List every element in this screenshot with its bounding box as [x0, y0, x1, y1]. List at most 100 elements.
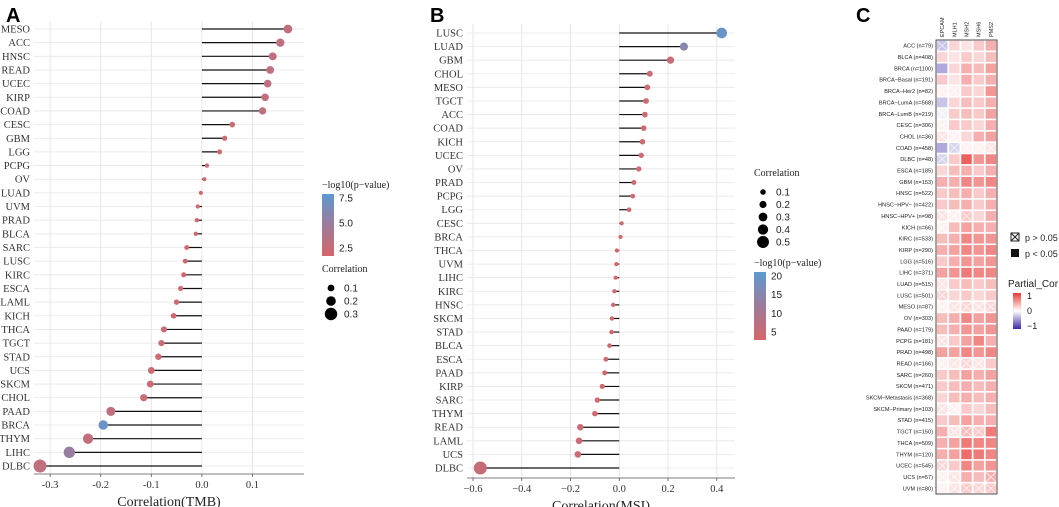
heatmap-cell — [961, 256, 972, 267]
heatmap-cell — [973, 347, 984, 358]
heatmap-cell-nonsig-mark — [973, 483, 985, 494]
legend-colorbar-label: 7.5 — [339, 194, 353, 205]
lollipop-dot — [160, 326, 167, 333]
heatmap-row-label: LUSC (n=501) — [897, 293, 933, 299]
heatmap-cell-nonsig-mark — [936, 40, 948, 51]
heatmap-cell — [949, 52, 960, 62]
heatmap-cell — [949, 222, 960, 233]
y-tick-label: BLCA — [435, 341, 463, 352]
heatmap-cell — [961, 335, 972, 346]
heatmap-cell — [985, 392, 997, 403]
lollipop-dot — [147, 367, 155, 374]
y-tick-label: MESO — [434, 83, 464, 94]
x-tick-label: −0.2 — [561, 484, 580, 495]
y-tick-label: SARC — [3, 243, 30, 254]
lollipop-dot — [626, 207, 632, 213]
legend-size-dot — [757, 236, 769, 248]
heatmap-cell-nonsig-mark — [936, 85, 948, 97]
heatmap-row-label: BRCA−LumA (n=568) — [879, 100, 933, 106]
y-tick-label: PAAD — [435, 368, 463, 379]
heatmap-cell — [973, 279, 984, 289]
heatmap-cell — [961, 347, 972, 358]
y-tick-label: UCEC — [2, 79, 30, 90]
lollipop-dot — [229, 121, 236, 128]
heatmap-cell-nonsig-mark — [961, 142, 972, 153]
panel-b-lollipop-chart: LUSC LUAD GBM CHOL MESO TGCT ACC COAD KICH UCEC OV… — [432, 24, 821, 507]
heatmap-cell-nonsig-mark — [948, 131, 960, 142]
heatmap-cell — [985, 188, 997, 199]
y-tick-label: DLBC — [435, 464, 463, 475]
heatmap-cell — [973, 381, 984, 392]
heatmap-cell — [973, 245, 984, 255]
heatmap-row-label: BRCA−LumB (n=219) — [879, 112, 934, 118]
heatmap-cell — [949, 256, 960, 267]
heatmap-cell — [936, 313, 948, 323]
heatmap-cell — [949, 97, 960, 108]
lollipop-dot — [643, 98, 649, 104]
heatmap-row-label: DLBC (n=48) — [900, 157, 933, 163]
lollipop-dot — [639, 139, 646, 145]
heatmap-cell — [985, 63, 997, 74]
heatmap-cell — [985, 199, 997, 210]
heatmap-cell — [985, 369, 997, 380]
heatmap-cell — [961, 165, 972, 176]
heatmap-cell — [973, 233, 984, 244]
heatmap-cell — [973, 131, 984, 142]
heatmap-cell — [985, 426, 997, 437]
y-tick-label: READ — [434, 423, 463, 434]
heatmap-cell-nonsig-mark — [936, 210, 948, 222]
heatmap-cell — [961, 392, 972, 403]
heatmap-cell — [936, 233, 948, 244]
y-tick-label: CESC — [437, 219, 463, 230]
lollipop-dot — [630, 193, 636, 199]
heatmap-cell — [973, 211, 984, 221]
lollipop-dot — [592, 410, 598, 417]
lollipop-dot — [575, 437, 583, 445]
panel-a-lollipop-chart: MESO ACC HNSC READ UCEC KIRP COAD CESC GBM LGG PCP… — [0, 22, 389, 507]
y-tick-label: LUAD — [434, 42, 464, 53]
heatmap-cell — [961, 199, 972, 210]
heatmap-cell-nonsig-mark — [936, 301, 948, 312]
heatmap-cell — [949, 199, 960, 210]
lollipop-dot — [594, 397, 601, 403]
heatmap-row-label: PCPG (n=181) — [896, 339, 933, 345]
y-tick-label: SARC — [436, 396, 463, 407]
y-tick-label: KICH — [4, 311, 30, 322]
heatmap-frame — [935, 39, 998, 495]
heatmap-cell — [985, 176, 997, 187]
heatmap-cell — [973, 449, 984, 460]
lollipop-dot — [602, 370, 608, 376]
heatmap-cell-nonsig-mark — [961, 483, 972, 494]
heatmap-row-label: MESO (n=87) — [899, 305, 933, 311]
heatmap-row-label: PAAD (n=179) — [897, 327, 933, 333]
heatmap-cell-nonsig-mark — [973, 426, 985, 437]
heatmap-cell — [936, 256, 948, 267]
heatmap-cell — [936, 426, 948, 437]
legend-sig-symbol — [1011, 249, 1019, 257]
x-tick-label: 0.0 — [613, 484, 626, 495]
heatmap-cell — [936, 347, 948, 358]
lollipop-dot — [98, 420, 108, 430]
heatmap-cell — [936, 165, 948, 176]
y-tick-label: UCEC — [435, 151, 463, 162]
heatmap-cell — [985, 358, 997, 369]
legend-colorbar-label: 5.0 — [339, 219, 353, 230]
heatmap-cell — [985, 415, 997, 426]
heatmap-cell-nonsig-mark — [985, 142, 997, 153]
lollipop-dot — [619, 221, 624, 226]
lollipop-dot — [193, 231, 198, 237]
heatmap-row-label: HNSC−HPV− (n=422) — [878, 203, 933, 209]
heatmap-cell-nonsig-mark — [936, 222, 948, 233]
heatmap-cell — [936, 74, 948, 85]
heatmap-cell — [961, 472, 972, 482]
heatmap-cell — [985, 165, 997, 176]
heatmap-cell — [973, 188, 984, 199]
lollipop-dot — [679, 42, 688, 51]
heatmap-cell — [973, 63, 984, 74]
heatmap-cell — [973, 154, 984, 165]
y-tick-label: MESO — [1, 25, 31, 36]
heatmap-row-label: STAD (n=415) — [898, 418, 934, 424]
y-tick-label: PRAD — [2, 216, 30, 227]
heatmap-cell-nonsig-mark — [936, 483, 948, 494]
heatmap-cell — [961, 233, 972, 244]
